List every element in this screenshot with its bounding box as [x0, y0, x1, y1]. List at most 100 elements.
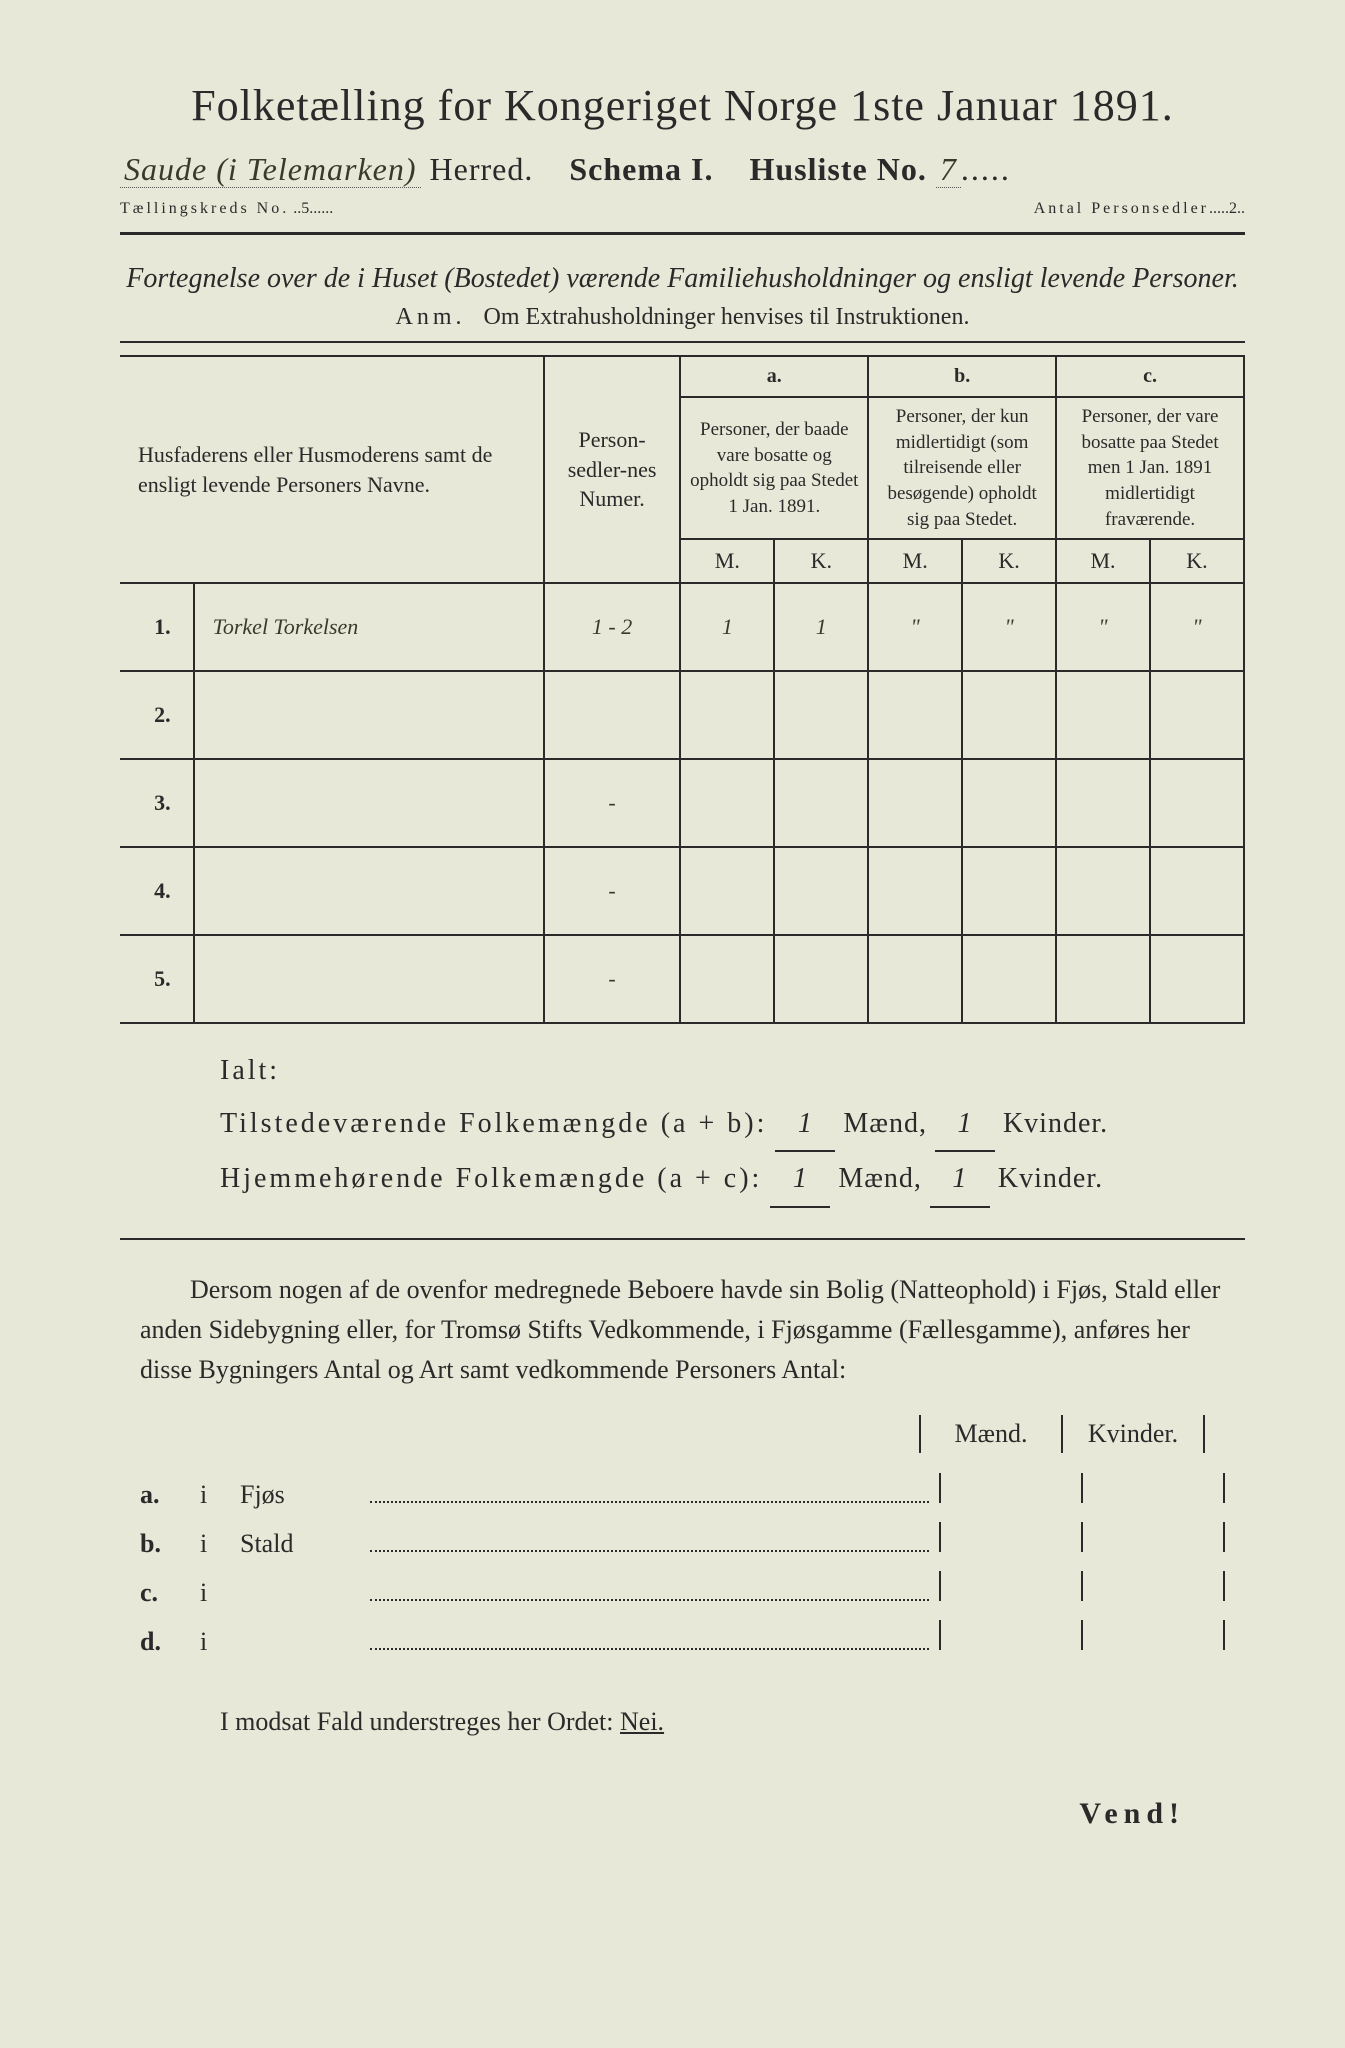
cell	[774, 935, 868, 1023]
b-m: M.	[868, 539, 962, 583]
cell	[774, 759, 868, 847]
vend-label: Vend!	[120, 1797, 1185, 1831]
herred-label: Herred.	[430, 151, 534, 187]
building-paragraph: Dersom nogen af de ovenfor medregnede Be…	[140, 1270, 1225, 1391]
cell	[868, 847, 962, 935]
l2-m-val: 1	[770, 1152, 830, 1207]
table-row: 2.	[120, 671, 1244, 759]
b-key: c.	[140, 1578, 200, 1608]
main-table: Husfaderens eller Husmoderens samt de en…	[120, 355, 1245, 1024]
b-key: a.	[140, 1480, 200, 1510]
l1-k-val: 1	[935, 1097, 995, 1152]
row-num: 4.	[120, 847, 194, 935]
row-name: Torkel Torkelsen	[194, 583, 544, 671]
dots	[370, 1648, 929, 1650]
schema-label: Schema I.	[569, 151, 713, 187]
building-row: a. i Fjøs	[140, 1473, 1225, 1510]
cell	[1150, 671, 1244, 759]
cell	[1150, 759, 1244, 847]
col-b-key: b.	[868, 356, 1056, 397]
l1-m-val: 1	[775, 1097, 835, 1152]
cell	[1150, 847, 1244, 935]
row-num: 2.	[120, 671, 194, 759]
cell-cm: "	[1056, 583, 1150, 671]
col-numer: Person-sedler-nes Numer.	[544, 356, 681, 583]
totals: Ialt: Tilstedeværende Folkemængde (a + b…	[220, 1044, 1245, 1208]
cell	[680, 847, 774, 935]
cell	[868, 935, 962, 1023]
mk-m-cell	[939, 1522, 1081, 1552]
row-num: 5.	[120, 935, 194, 1023]
b-k: K.	[962, 539, 1056, 583]
dots1: .....	[961, 151, 1011, 187]
cell-ak: 1	[774, 583, 868, 671]
header-line-1: Saude (i Telemarken) Herred. Schema I. H…	[120, 151, 1245, 188]
footnote-text: I modsat Fald understreges her Ordet:	[220, 1707, 620, 1736]
c-k: K.	[1150, 539, 1244, 583]
anm-label: Anm.	[396, 304, 466, 330]
building-row: d. i	[140, 1620, 1225, 1657]
cell	[1056, 847, 1150, 935]
row-name	[194, 935, 544, 1023]
cell	[1056, 671, 1150, 759]
l2-k-val: 1	[930, 1152, 990, 1207]
row-num: 3.	[120, 759, 194, 847]
row-numer	[544, 671, 681, 759]
mk-m-cell	[939, 1571, 1081, 1601]
cell-ck: "	[1150, 583, 1244, 671]
table-row: 4. -	[120, 847, 1244, 935]
kreds-label: Tællingskreds No.	[120, 200, 289, 217]
table-row: 5. -	[120, 935, 1244, 1023]
mk-k-cell	[1081, 1473, 1225, 1503]
cell	[868, 759, 962, 847]
col-c-key: c.	[1056, 356, 1244, 397]
maend-col: Mænd.	[919, 1415, 1061, 1453]
row-numer: -	[544, 935, 681, 1023]
mk-k-cell	[1081, 1571, 1225, 1601]
cell	[1150, 935, 1244, 1023]
cell	[680, 671, 774, 759]
cell-bk: "	[962, 583, 1056, 671]
dots	[370, 1501, 929, 1503]
col-a-key: a.	[680, 356, 868, 397]
row-name	[194, 847, 544, 935]
mk-k-cell	[1081, 1620, 1225, 1650]
row-num: 1.	[120, 583, 194, 671]
mk-header: Mænd. Kvinder.	[120, 1415, 1205, 1453]
dots	[370, 1550, 929, 1552]
mk-m-cell	[939, 1620, 1081, 1650]
antal-hw: 2	[1229, 200, 1237, 217]
herred-handwritten: Saude (i Telemarken)	[120, 151, 421, 188]
c-m: M.	[1056, 539, 1150, 583]
census-page: Folketælling for Kongeriget Norge 1ste J…	[0, 0, 1345, 1891]
footnote-nei: Nei.	[620, 1707, 664, 1736]
kvinder-col: Kvinder.	[1061, 1415, 1205, 1453]
a-k: K.	[774, 539, 868, 583]
table-row: 1. Torkel Torkelsen 1 - 2 1 1 " " " "	[120, 583, 1244, 671]
page-title: Folketælling for Kongeriget Norge 1ste J…	[120, 80, 1245, 131]
ialt-label: Ialt:	[220, 1044, 1245, 1097]
cell-am: 1	[680, 583, 774, 671]
cell	[1056, 759, 1150, 847]
table-row: 3. -	[120, 759, 1244, 847]
cell	[962, 847, 1056, 935]
divider	[120, 1238, 1245, 1240]
husliste-label: Husliste No.	[749, 151, 926, 187]
cell	[774, 671, 868, 759]
b-key: b.	[140, 1529, 200, 1559]
maend-label: Mænd,	[843, 1108, 927, 1139]
col-a-desc: Personer, der baade vare bosatte og opho…	[680, 397, 868, 539]
cell	[680, 759, 774, 847]
cell	[868, 671, 962, 759]
subtitle: Fortegnelse over de i Huset (Bostedet) v…	[120, 259, 1245, 298]
b-i: i	[200, 1627, 240, 1657]
cell	[1056, 935, 1150, 1023]
cell-bm: "	[868, 583, 962, 671]
b-i: i	[200, 1480, 240, 1510]
building-rows: a. i Fjøs b. i Stald c. i d. i	[140, 1473, 1225, 1657]
row-numer: -	[544, 759, 681, 847]
antal-label: Antal Personsedler	[1034, 200, 1209, 217]
totals-line-1: Tilstedeværende Folkemængde (a + b): 1 M…	[220, 1097, 1245, 1152]
mk-m-cell	[939, 1473, 1081, 1503]
col-c-desc: Personer, der vare bosatte paa Stedet me…	[1056, 397, 1244, 539]
